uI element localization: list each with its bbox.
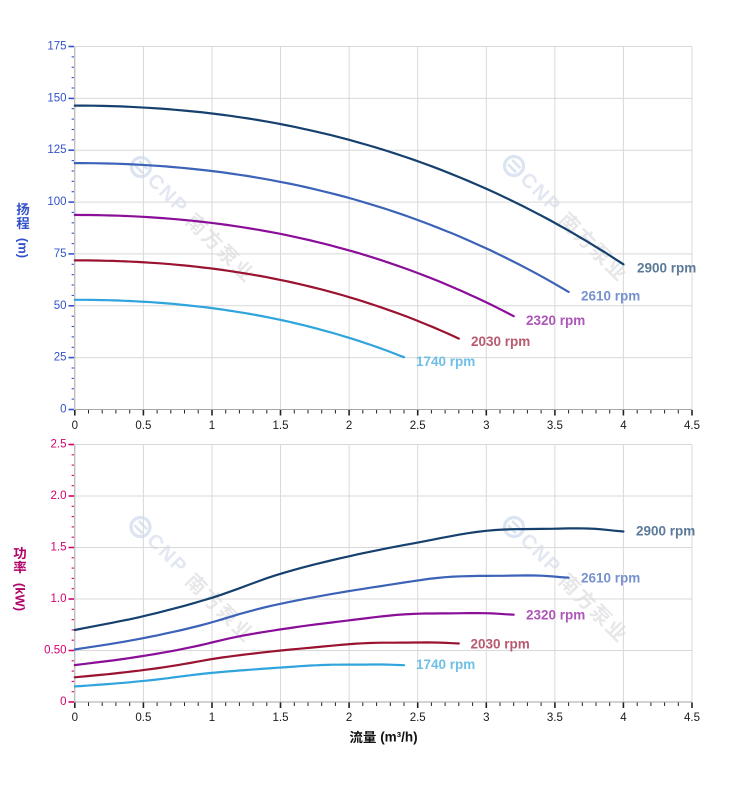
svg-text:2030 rpm: 2030 rpm [471,637,530,652]
svg-text:4: 4 [620,420,627,432]
svg-text:4: 4 [620,712,627,724]
svg-text:0.50: 0.50 [44,645,66,657]
svg-text:3.5: 3.5 [547,420,563,432]
svg-text:75: 75 [54,248,67,260]
svg-text:2900 rpm: 2900 rpm [637,261,696,276]
svg-text:2.0: 2.0 [51,490,67,502]
svg-text:0: 0 [60,404,66,416]
svg-text:100: 100 [47,196,66,208]
svg-text:3: 3 [483,420,489,432]
svg-text:2320 rpm: 2320 rpm [526,313,585,328]
svg-text:1.5: 1.5 [273,712,289,724]
svg-text:1.5: 1.5 [51,542,67,554]
svg-text:(m): (m) [16,238,31,258]
svg-text:2030 rpm: 2030 rpm [471,334,530,349]
svg-text:150: 150 [47,92,66,104]
svg-text:0: 0 [72,712,78,724]
svg-text:175: 175 [47,41,66,53]
svg-text:1740 rpm: 1740 rpm [416,354,475,369]
svg-text:0.5: 0.5 [135,712,151,724]
svg-text:(m³/h): (m³/h) [380,730,418,745]
svg-text:2.5: 2.5 [410,712,426,724]
svg-text:25: 25 [54,352,67,364]
svg-text:2320 rpm: 2320 rpm [526,608,585,623]
svg-text:0.5: 0.5 [135,420,151,432]
svg-text:4.5: 4.5 [684,712,700,724]
svg-text:1: 1 [209,420,215,432]
svg-text:2.5: 2.5 [410,420,426,432]
svg-text:3.5: 3.5 [547,712,563,724]
svg-text:4.5: 4.5 [684,420,700,432]
svg-text:2610 rpm: 2610 rpm [581,571,640,586]
svg-text:3: 3 [483,712,489,724]
svg-text:2900 rpm: 2900 rpm [636,524,695,539]
svg-text:2: 2 [346,712,352,724]
svg-text:(kW): (kW) [13,583,28,611]
svg-text:2610 rpm: 2610 rpm [581,289,640,304]
svg-text:50: 50 [54,300,67,312]
svg-text:125: 125 [47,144,66,156]
svg-text:2.5: 2.5 [51,439,67,451]
svg-text:1740 rpm: 1740 rpm [416,657,475,672]
svg-text:1.0: 1.0 [51,593,67,605]
svg-text:2: 2 [346,420,352,432]
svg-text:0: 0 [72,420,78,432]
svg-text:0: 0 [60,696,66,708]
svg-text:1: 1 [209,712,215,724]
svg-text:1.5: 1.5 [273,420,289,432]
